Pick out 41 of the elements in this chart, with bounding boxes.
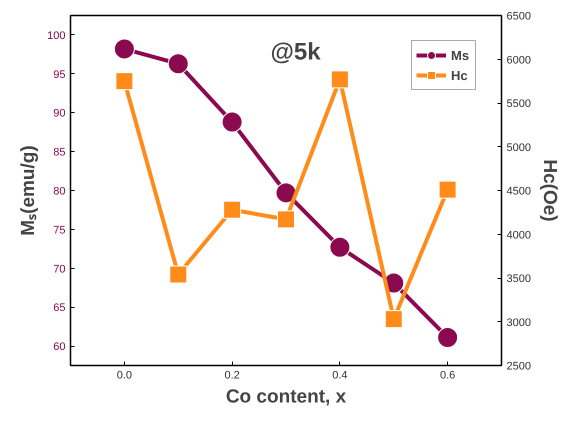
point — [277, 210, 295, 228]
point — [437, 327, 458, 348]
y-tick-label: 85 — [53, 146, 66, 159]
point — [384, 310, 403, 328]
y2-tick-label: 4000 — [506, 229, 531, 242]
x-tick-label: 0.2 — [224, 370, 240, 382]
y2-tick-label: 5000 — [506, 142, 531, 154]
y2-axis-title: Hc(Oe) — [538, 159, 560, 222]
y-tick-label: 90 — [53, 108, 66, 120]
y2-tick-label: 3000 — [506, 316, 531, 329]
y2-tick-label: 3500 — [506, 273, 531, 285]
y-tick-label: 80 — [53, 186, 66, 198]
x-tick-label: 0.0 — [116, 370, 132, 382]
y-tick-label: 70 — [53, 263, 66, 276]
y-tick-label: 65 — [53, 302, 66, 314]
annotation: @5k — [270, 38, 322, 66]
y-tick-label: 100 — [47, 30, 66, 42]
legend-label: Hc — [451, 68, 469, 82]
point — [114, 38, 135, 60]
y-axis-title: Mₛ(emu/g) — [18, 145, 40, 236]
point — [330, 70, 349, 88]
y-tick-label: 95 — [53, 68, 66, 81]
point — [223, 200, 242, 219]
x-axis-title: Co content, x — [226, 386, 347, 408]
y2-tick-label: 6500 — [506, 10, 531, 22]
y2-tick-label: 4500 — [506, 186, 531, 198]
y-tick-label: 75 — [53, 224, 66, 236]
y2-tick-label: 6000 — [506, 54, 531, 66]
x-tick-label: 0.4 — [332, 370, 348, 382]
y2-tick-label: 2500 — [506, 360, 531, 372]
y2-tick-label: 5500 — [506, 98, 531, 110]
point — [168, 53, 189, 74]
x-tick-label: 0.6 — [440, 370, 456, 382]
point — [169, 266, 188, 284]
point — [276, 182, 296, 204]
point — [222, 112, 243, 133]
point — [115, 72, 134, 90]
legend-label: Ms — [451, 48, 470, 62]
point — [438, 180, 457, 199]
point — [329, 236, 350, 258]
y-tick-label: 60 — [53, 341, 66, 354]
